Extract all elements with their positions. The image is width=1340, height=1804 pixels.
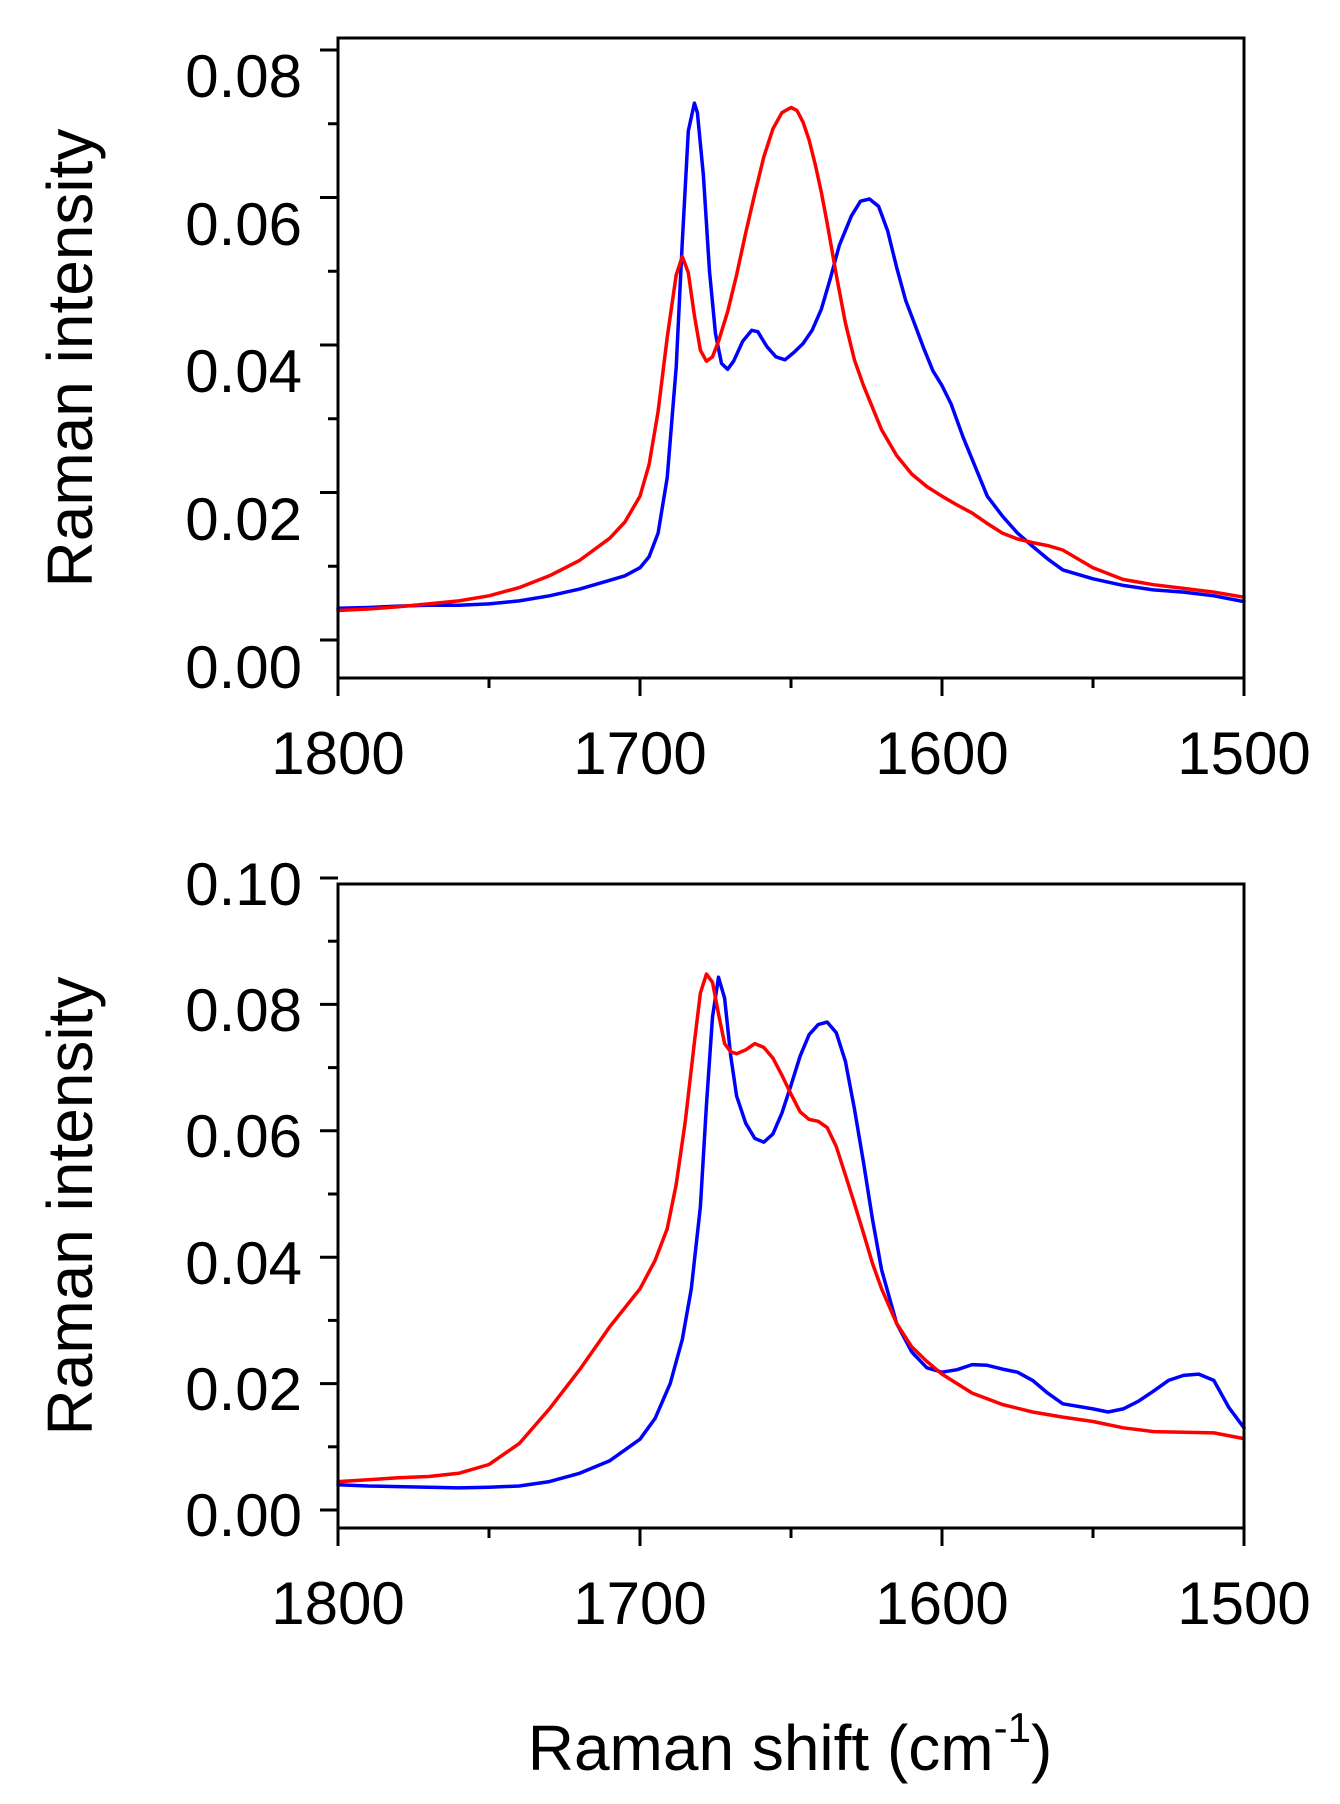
top-y-tick-label: 0.06 [185,191,302,258]
bottom-y-axis-label: Raman intensity [34,977,106,1436]
x-axis-label: Raman shift (cm-1) [528,1704,1053,1784]
bottom-tick-marks [320,876,1246,1546]
bottom-x-tick-label: 1800 [271,1570,404,1637]
top-series-blue-line [336,101,1246,611]
top-x-tick-label: 1800 [271,720,404,787]
bottom-plot-frame [336,882,1246,1530]
top-chart-panel: 0.00 0.02 0.04 0.06 0.08 1800 1700 1600 … [34,36,1311,787]
top-y-axis-label: Raman intensity [34,129,106,588]
bottom-series-group [336,972,1246,1490]
bottom-x-tick-label: 1500 [1177,1570,1310,1637]
top-plot-frame [336,36,1246,680]
top-x-tick-label: 1500 [1177,720,1310,787]
x-axis-label-main: Raman shift (cm [528,1712,994,1784]
top-x-tick-labels: 1800 1700 1600 1500 [271,720,1310,787]
top-x-tick-label: 1700 [573,720,706,787]
top-y-tick-label: 0.00 [185,634,302,701]
bottom-y-tick-label: 0.02 [185,1356,302,1423]
top-y-tick-label: 0.04 [185,338,302,405]
bottom-chart-panel: 0.00 0.02 0.04 0.06 0.08 0.10 1800 1700 … [34,851,1311,1784]
top-x-tick-label: 1600 [875,720,1008,787]
top-tick-marks [320,48,1246,696]
bottom-x-tick-labels: 1800 1700 1600 1500 [271,1570,1310,1637]
bottom-series-blue-line [336,975,1246,1490]
bottom-y-tick-label: 0.00 [185,1482,302,1549]
bottom-y-tick-label: 0.08 [185,977,302,1044]
bottom-x-tick-label: 1600 [875,1570,1008,1637]
bottom-series-red-line [336,972,1246,1484]
bottom-y-tick-label: 0.10 [185,851,302,918]
bottom-y-tick-label: 0.04 [185,1230,302,1297]
bottom-y-tick-labels: 0.00 0.02 0.04 0.06 0.08 0.10 [185,851,302,1549]
top-series-red-line [336,105,1246,613]
bottom-y-tick-label: 0.06 [185,1103,302,1170]
x-axis-label-end: ) [1031,1712,1052,1784]
x-axis-label-superscript: -1 [994,1704,1031,1751]
top-y-tick-labels: 0.00 0.02 0.04 0.06 0.08 [185,43,302,701]
top-series-group [336,101,1246,613]
top-y-tick-label: 0.08 [185,43,302,110]
bottom-x-tick-label: 1700 [573,1570,706,1637]
top-y-tick-label: 0.02 [185,486,302,553]
